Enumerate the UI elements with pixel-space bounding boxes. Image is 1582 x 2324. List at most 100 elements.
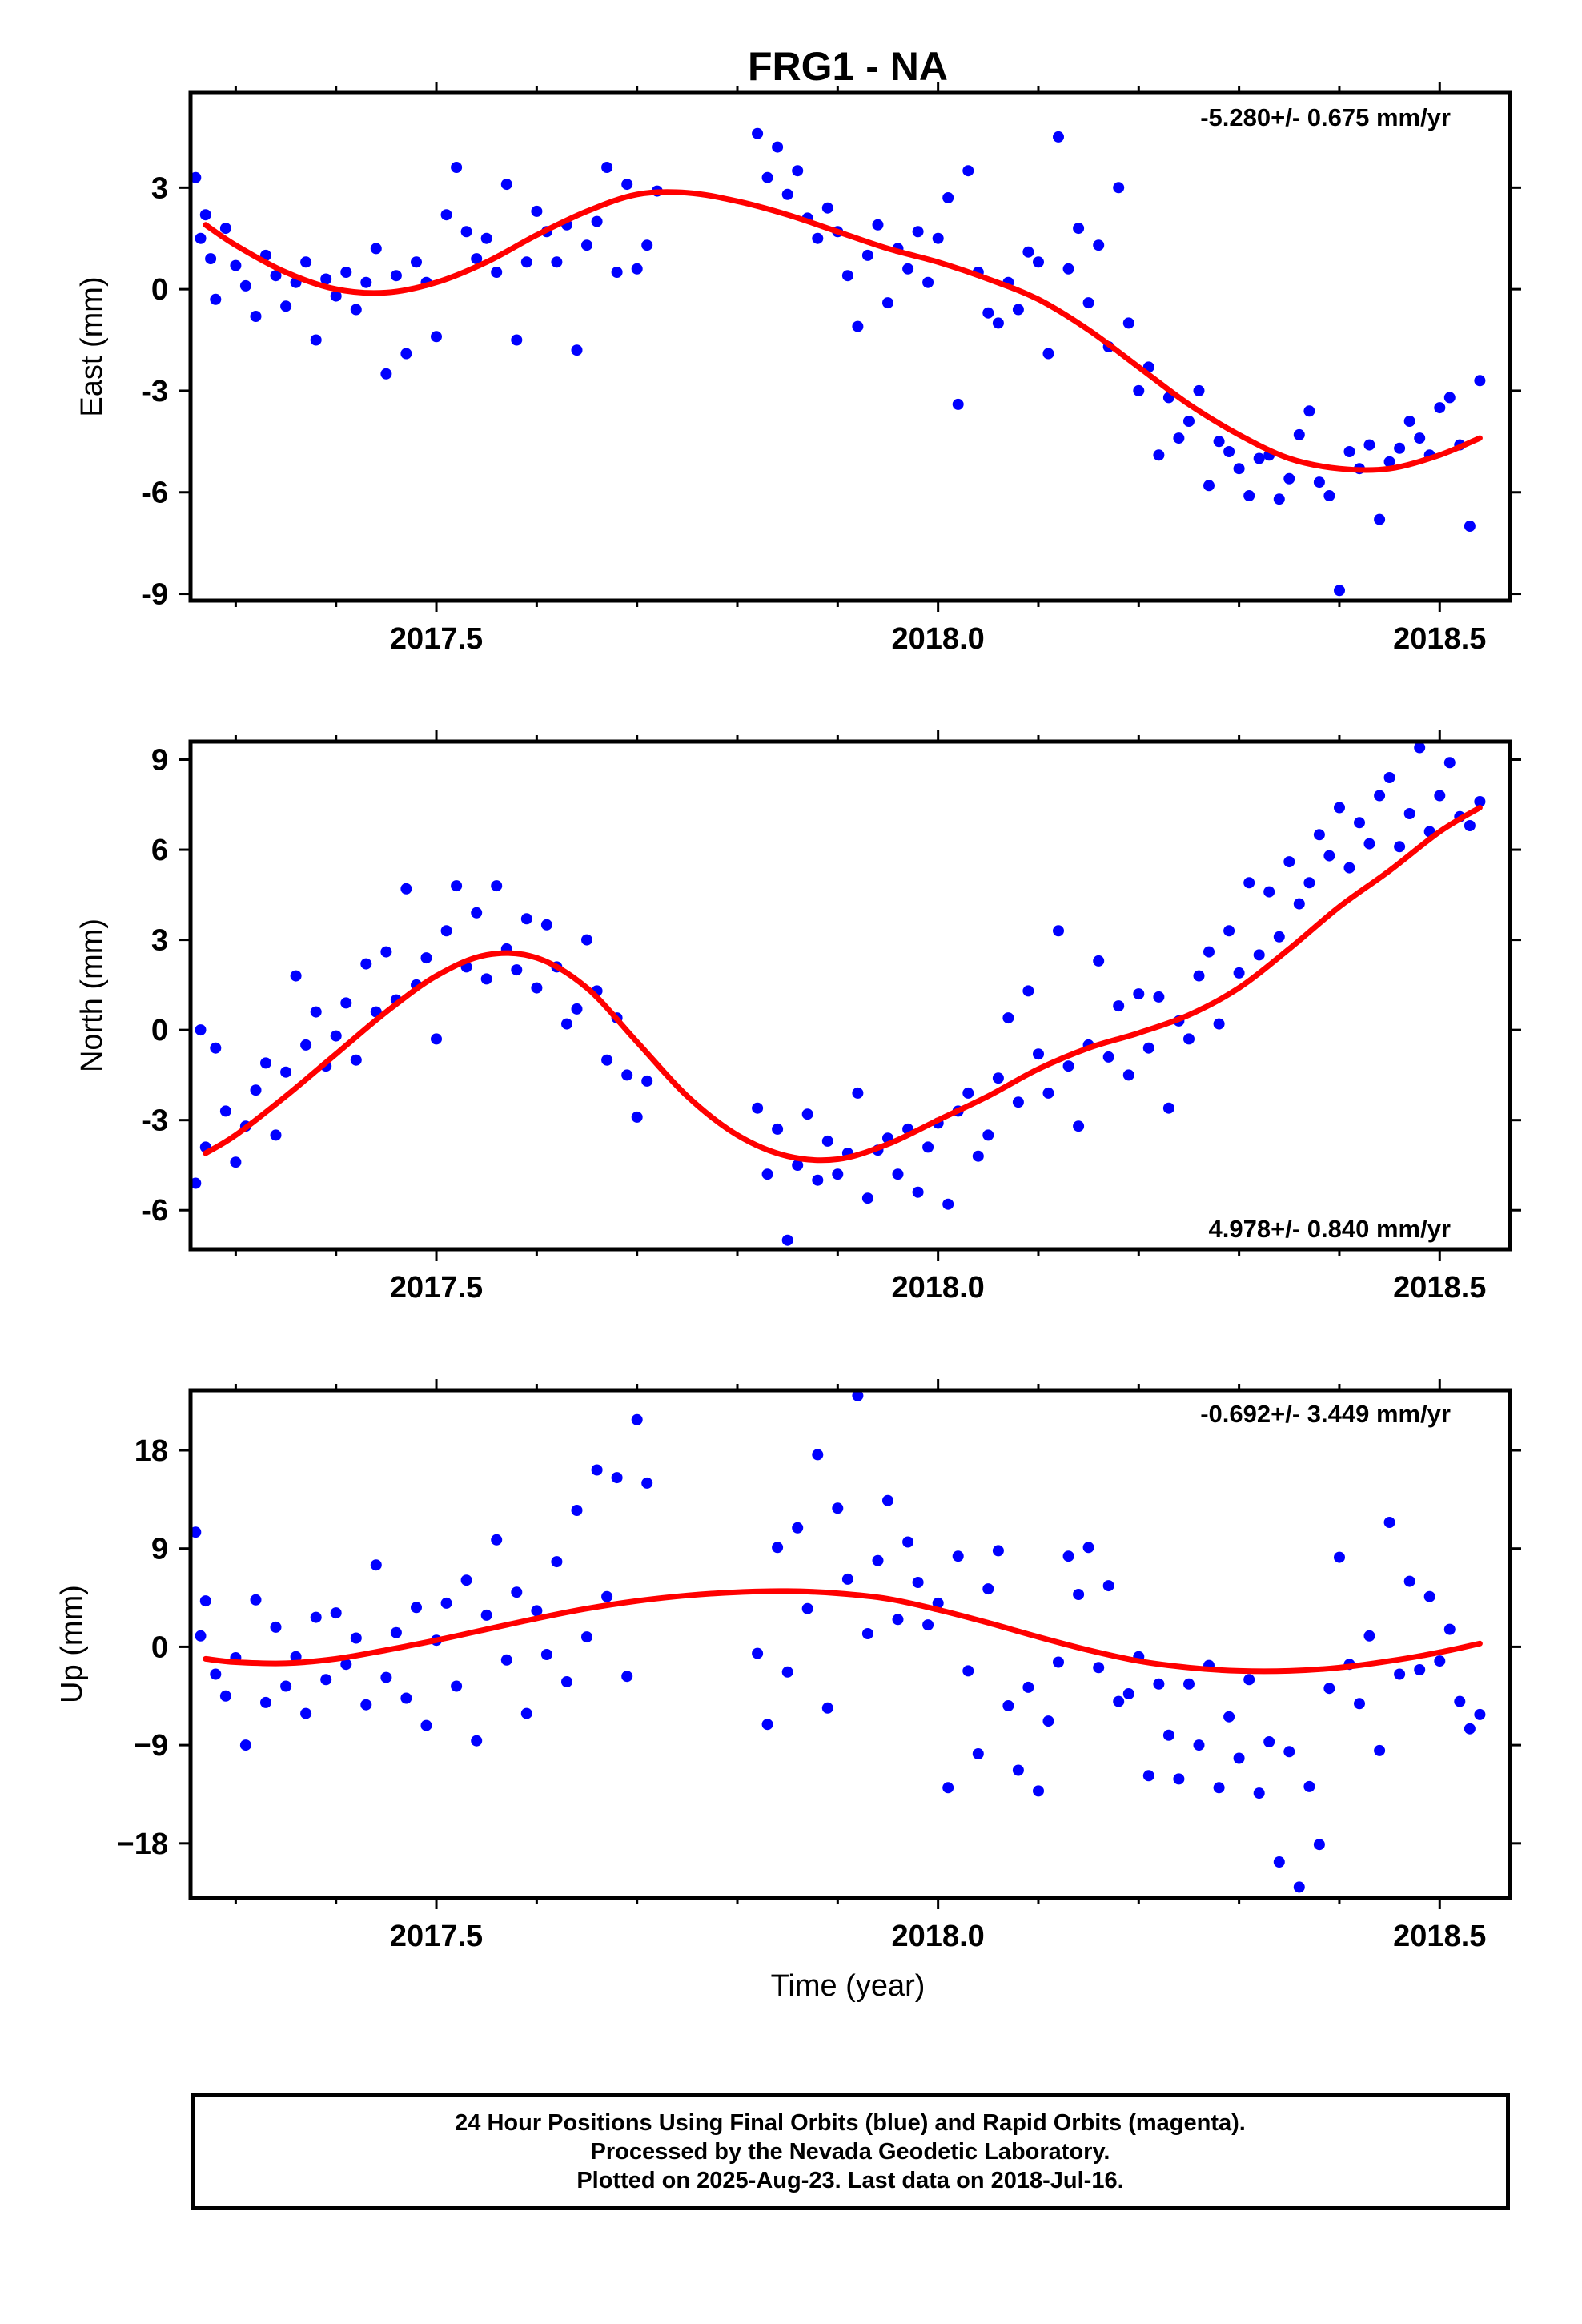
east-data-point: [591, 215, 603, 227]
east-data-point: [581, 239, 592, 251]
north-data-point: [1394, 841, 1406, 853]
up-data-point: [1394, 1668, 1406, 1680]
north-data-point: [511, 964, 523, 976]
up-data-point: [1443, 1623, 1456, 1635]
up-data-point: [601, 1590, 613, 1602]
up-y-tick-label: −18: [117, 1827, 168, 1861]
up-data-point: [902, 1536, 914, 1548]
up-data-point: [360, 1699, 372, 1711]
north-data-point: [1153, 991, 1165, 1003]
east-data-point: [460, 226, 472, 238]
up-data-point: [310, 1611, 322, 1623]
chart-title: FRG1 - NA: [748, 44, 948, 89]
up-y-tick-label: 9: [151, 1533, 168, 1566]
north-data-point: [772, 1123, 784, 1135]
east-x-tick-label: 2018.0: [892, 622, 985, 656]
north-data-point: [922, 1141, 934, 1153]
north-data-point: [480, 973, 492, 985]
east-data-point: [852, 320, 864, 332]
up-data-point: [350, 1632, 362, 1644]
east-data-point: [1033, 256, 1044, 268]
east-data-point: [982, 307, 994, 319]
east-data-point: [761, 171, 773, 183]
north-data-point: [300, 1039, 312, 1051]
up-data-point: [370, 1559, 382, 1571]
north-data-point: [571, 1003, 583, 1015]
east-data-point: [230, 259, 242, 271]
north-data-point: [1363, 838, 1375, 850]
north-data-point: [1414, 742, 1426, 754]
north-y-tick-label: 0: [151, 1014, 168, 1047]
east-data-point: [952, 398, 964, 410]
north-data-point: [1042, 1087, 1054, 1099]
up-data-point: [801, 1602, 813, 1614]
up-data-point: [571, 1505, 583, 1516]
east-data-point: [531, 205, 543, 217]
up-data-point: [922, 1619, 934, 1631]
east-data-point: [812, 232, 824, 244]
up-data-point: [1082, 1542, 1094, 1554]
north-data-point: [1443, 757, 1456, 769]
north-fit-curve: [203, 805, 1483, 1164]
north-data-point: [1474, 796, 1486, 807]
north-data-point: [350, 1054, 362, 1066]
up-data-point: [1414, 1664, 1426, 1675]
north-data-point: [1033, 1048, 1044, 1060]
up-data-point: [1283, 1746, 1295, 1758]
up-data-point: [852, 1390, 864, 1401]
up-data-point: [1403, 1575, 1415, 1587]
east-data-point: [1053, 131, 1064, 143]
east-data-point: [1313, 476, 1325, 489]
east-data-point: [902, 263, 914, 275]
east-data-point: [841, 270, 853, 282]
east-data-point: [451, 162, 463, 173]
up-data-point: [882, 1494, 893, 1506]
east-data-point: [1273, 493, 1285, 505]
up-data-point: [500, 1654, 512, 1666]
up-data-point: [511, 1586, 523, 1598]
east-data-point: [1062, 263, 1074, 275]
north-x-tick-label: 2018.5: [1393, 1271, 1486, 1305]
up-data-point: [1434, 1655, 1446, 1667]
up-data-point: [1173, 1773, 1185, 1785]
up-data-point: [1193, 1739, 1205, 1751]
up-data-point: [1354, 1698, 1365, 1710]
up-rate-label: -0.692+/- 3.449 mm/yr: [1200, 1400, 1451, 1428]
north-data-point: [962, 1087, 974, 1099]
up-data-point: [1183, 1678, 1195, 1690]
north-data-point: [601, 1054, 613, 1066]
north-data-point: [360, 958, 372, 970]
up-data-point: [1042, 1715, 1054, 1727]
north-y-axis-label: North (mm): [75, 919, 109, 1072]
north-y-tick-label: 3: [151, 924, 168, 958]
up-data-point: [1153, 1678, 1165, 1690]
east-data-point: [1153, 449, 1165, 461]
east-data-point: [370, 243, 382, 255]
up-y-tick-labels: −18 −9 0 9 18: [117, 1434, 168, 1861]
up-data-point: [1012, 1764, 1024, 1776]
east-data-point: [1363, 439, 1375, 451]
up-data-point: [1313, 1839, 1325, 1851]
up-data-point: [1293, 1881, 1305, 1893]
footer-line-2: Processed by the Nevada Geodetic Laborat…: [590, 2139, 1110, 2165]
east-data-point: [1213, 436, 1225, 448]
up-data-point: [239, 1739, 251, 1751]
north-data-point: [1334, 802, 1345, 814]
east-data-point: [380, 368, 392, 380]
north-data-point: [290, 970, 302, 982]
up-data-point: [1093, 1662, 1105, 1674]
north-data-point: [1133, 988, 1145, 1000]
up-x-tick-label: 2018.5: [1393, 1920, 1486, 1953]
up-data-point: [1363, 1630, 1375, 1642]
east-data-point: [752, 127, 764, 139]
up-data-point: [952, 1550, 964, 1562]
north-data-point: [631, 1111, 643, 1123]
up-plot-area: [191, 1390, 1486, 1893]
north-data-point: [821, 1135, 833, 1147]
up-data-point: [1263, 1736, 1275, 1747]
up-data-point: [772, 1542, 784, 1554]
north-data-point: [1293, 898, 1305, 910]
north-y-tick-label: -6: [141, 1194, 168, 1228]
up-data-point: [982, 1583, 994, 1595]
